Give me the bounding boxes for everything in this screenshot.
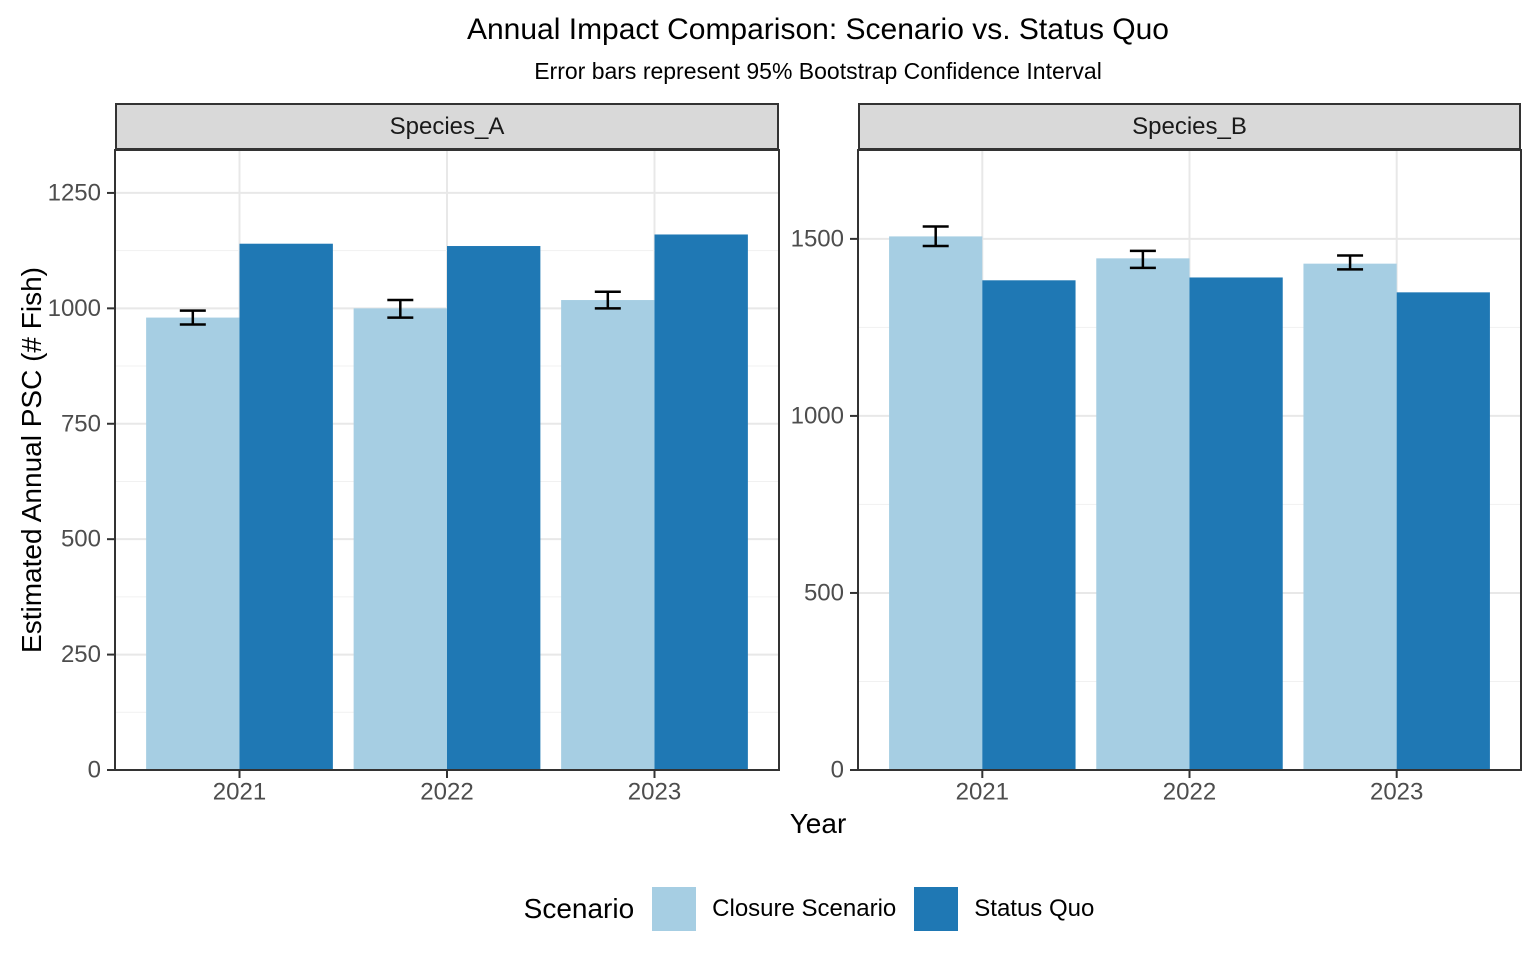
x-tick-label: 2021	[956, 779, 1009, 806]
y-tick-label: 1250	[48, 179, 101, 206]
x-tick-label: 2021	[213, 779, 266, 806]
y-tick-label: 250	[61, 641, 101, 668]
legend-label-closure-scenario: Closure Scenario	[712, 895, 897, 922]
bar-species_b-2023-status-quo	[1396, 292, 1490, 770]
bar-species_a-2022-status-quo	[447, 246, 541, 771]
chart-subtitle: Error bars represent 95% Bootstrap Confi…	[534, 58, 1102, 84]
legend-item-closure-scenario: Closure Scenario	[652, 887, 896, 931]
bar-species_b-2023-closure-scenario	[1303, 263, 1397, 770]
y-tick-label: 750	[61, 410, 101, 437]
bar-species_a-2021-closure-scenario	[146, 317, 240, 770]
y-tick-label: 500	[804, 579, 844, 606]
bar-species_a-2021-status-quo	[239, 243, 333, 770]
y-tick-label: 500	[61, 526, 101, 553]
bar-species_b-2021-closure-scenario	[889, 236, 983, 770]
legend-swatch-status-quo	[914, 887, 959, 931]
legend-label-status-quo: Status Quo	[974, 895, 1095, 922]
legend-title: Scenario	[523, 893, 635, 924]
facet-strip-species-b: Species_B	[858, 103, 1521, 150]
y-tick-label: 1500	[791, 225, 844, 252]
x-tick-label: 2023	[1370, 779, 1423, 806]
bar-species_b-2022-status-quo	[1189, 277, 1283, 770]
x-tick-label: 2022	[420, 779, 473, 806]
y-tick-label: 1000	[791, 402, 844, 429]
y-tick-label: 0	[831, 757, 844, 784]
legend-swatch-closure-scenario	[652, 887, 697, 931]
chart-title: Annual Impact Comparison: Scenario vs. S…	[466, 13, 1169, 46]
bar-species_a-2023-closure-scenario	[561, 300, 655, 770]
legend-item-status-quo: Status Quo	[914, 887, 1094, 931]
x-tick-label: 2023	[628, 779, 681, 806]
legend: Scenario Closure Scenario Status Quo	[115, 884, 1521, 934]
bar-species_b-2021-status-quo	[982, 280, 1076, 770]
x-axis-title: Year	[789, 808, 847, 839]
x-tick-label: 2022	[1163, 779, 1216, 806]
bar-species_a-2022-closure-scenario	[353, 308, 447, 770]
bar-species_b-2022-closure-scenario	[1096, 258, 1190, 770]
bar-species_a-2023-status-quo	[654, 234, 748, 771]
y-tick-label: 1000	[48, 295, 101, 322]
y-tick-label: 0	[88, 757, 101, 784]
